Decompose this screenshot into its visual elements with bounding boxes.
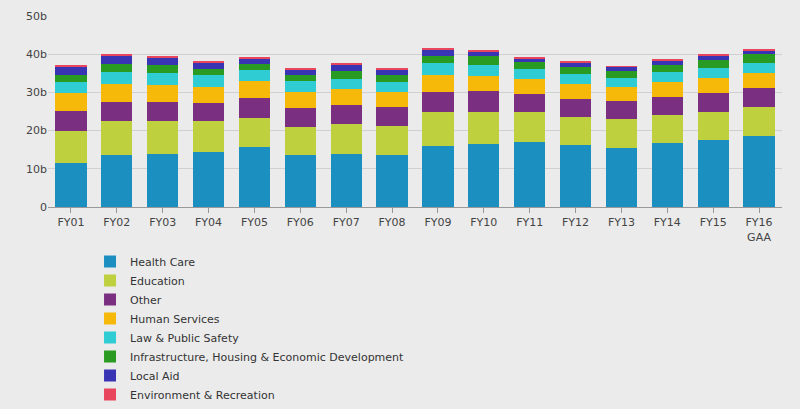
svg-text:FY08: FY08 (379, 216, 406, 229)
svg-text:Human Services: Human Services (130, 313, 220, 326)
svg-text:FY07: FY07 (333, 216, 360, 229)
svg-text:FY01: FY01 (57, 216, 84, 229)
svg-text:20b: 20b (26, 124, 47, 137)
svg-text:FY02: FY02 (103, 216, 130, 229)
svg-text:Local Aid: Local Aid (130, 370, 180, 383)
svg-text:50b: 50b (26, 10, 47, 23)
svg-text:40b: 40b (26, 48, 47, 61)
svg-text:FY03: FY03 (149, 216, 176, 229)
svg-text:Environment & Recreation: Environment & Recreation (130, 389, 275, 402)
svg-text:FY16GAA: FY16GAA (746, 216, 773, 243)
svg-text:10b: 10b (26, 163, 47, 176)
svg-text:30b: 30b (26, 86, 47, 99)
svg-text:Law & Public Safety: Law & Public Safety (130, 332, 239, 345)
svg-text:0: 0 (40, 201, 47, 214)
svg-text:FY06: FY06 (287, 216, 314, 229)
svg-text:FY05: FY05 (241, 216, 268, 229)
svg-text:Other: Other (130, 294, 162, 307)
svg-text:FY15: FY15 (700, 216, 727, 229)
svg-text:FY11: FY11 (516, 216, 543, 229)
svg-text:FY10: FY10 (470, 216, 497, 229)
svg-text:FY14: FY14 (654, 216, 681, 229)
svg-text:FY12: FY12 (562, 216, 589, 229)
svg-text:Infrastructure, Housing & Econ: Infrastructure, Housing & Economic Devel… (130, 351, 404, 364)
svg-text:FY13: FY13 (608, 216, 635, 229)
svg-text:Health Care: Health Care (130, 256, 195, 269)
svg-text:FY09: FY09 (424, 216, 451, 229)
svg-text:Education: Education (130, 275, 185, 288)
svg-text:FY04: FY04 (195, 216, 222, 229)
